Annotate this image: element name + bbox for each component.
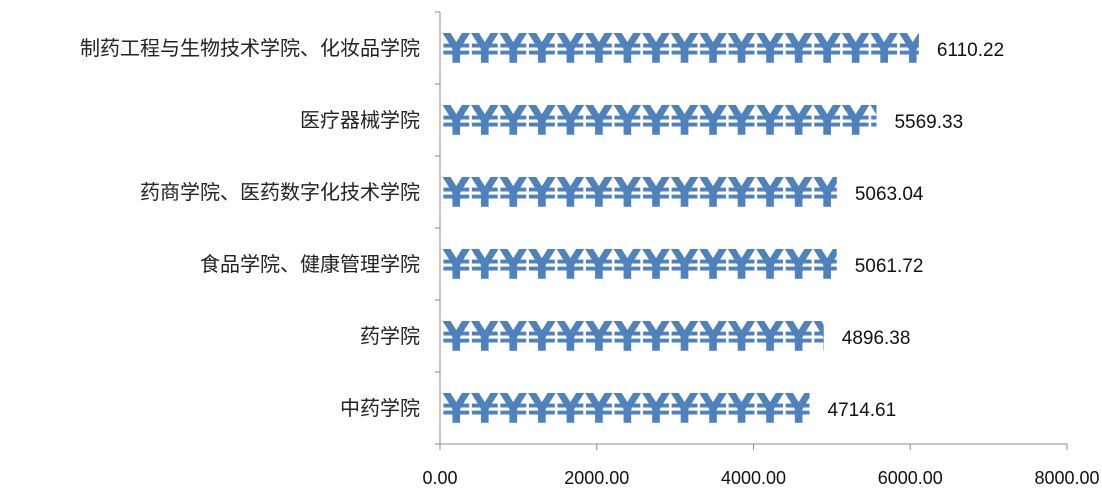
data-label: 5063.04 [855, 184, 924, 205]
x-tick-label: 6000.00 [878, 468, 943, 488]
x-tick-label: 8000.00 [1034, 468, 1099, 488]
bar: ¥¥¥¥¥¥¥¥¥¥¥¥¥¥¥¥ [442, 385, 899, 433]
data-label: 4896.38 [842, 328, 911, 349]
bar: ¥¥¥¥¥¥¥¥¥¥¥¥¥¥¥¥¥¥¥¥ [442, 25, 1013, 73]
bar: ¥¥¥¥¥¥¥¥¥¥¥¥¥¥¥¥¥ [442, 169, 927, 217]
category-label: 食品学院、健康管理学院 [200, 252, 420, 276]
data-label: 6110.22 [937, 40, 1004, 61]
category-label: 中药学院 [340, 396, 420, 420]
data-label: 4714.61 [828, 400, 897, 421]
x-tick-label: 4000.00 [721, 468, 786, 488]
bar: ¥¥¥¥¥¥¥¥¥¥¥¥¥¥¥¥ [442, 313, 899, 361]
bar: ¥¥¥¥¥¥¥¥¥¥¥¥¥¥¥¥¥¥ [442, 97, 956, 145]
x-tick-label: 2000.00 [564, 468, 629, 488]
category-label: 药商学院、医药数字化技术学院 [140, 180, 420, 204]
data-label: 5569.33 [894, 112, 963, 133]
category-label: 医疗器械学院 [300, 108, 420, 132]
category-label: 药学院 [360, 324, 420, 348]
bar: ¥¥¥¥¥¥¥¥¥¥¥¥¥¥¥¥¥ [442, 241, 927, 289]
data-label: 5061.72 [855, 256, 924, 277]
category-label: 制药工程与生物技术学院、化妆品学院 [80, 36, 420, 60]
x-tick-label: 0.00 [422, 468, 457, 488]
